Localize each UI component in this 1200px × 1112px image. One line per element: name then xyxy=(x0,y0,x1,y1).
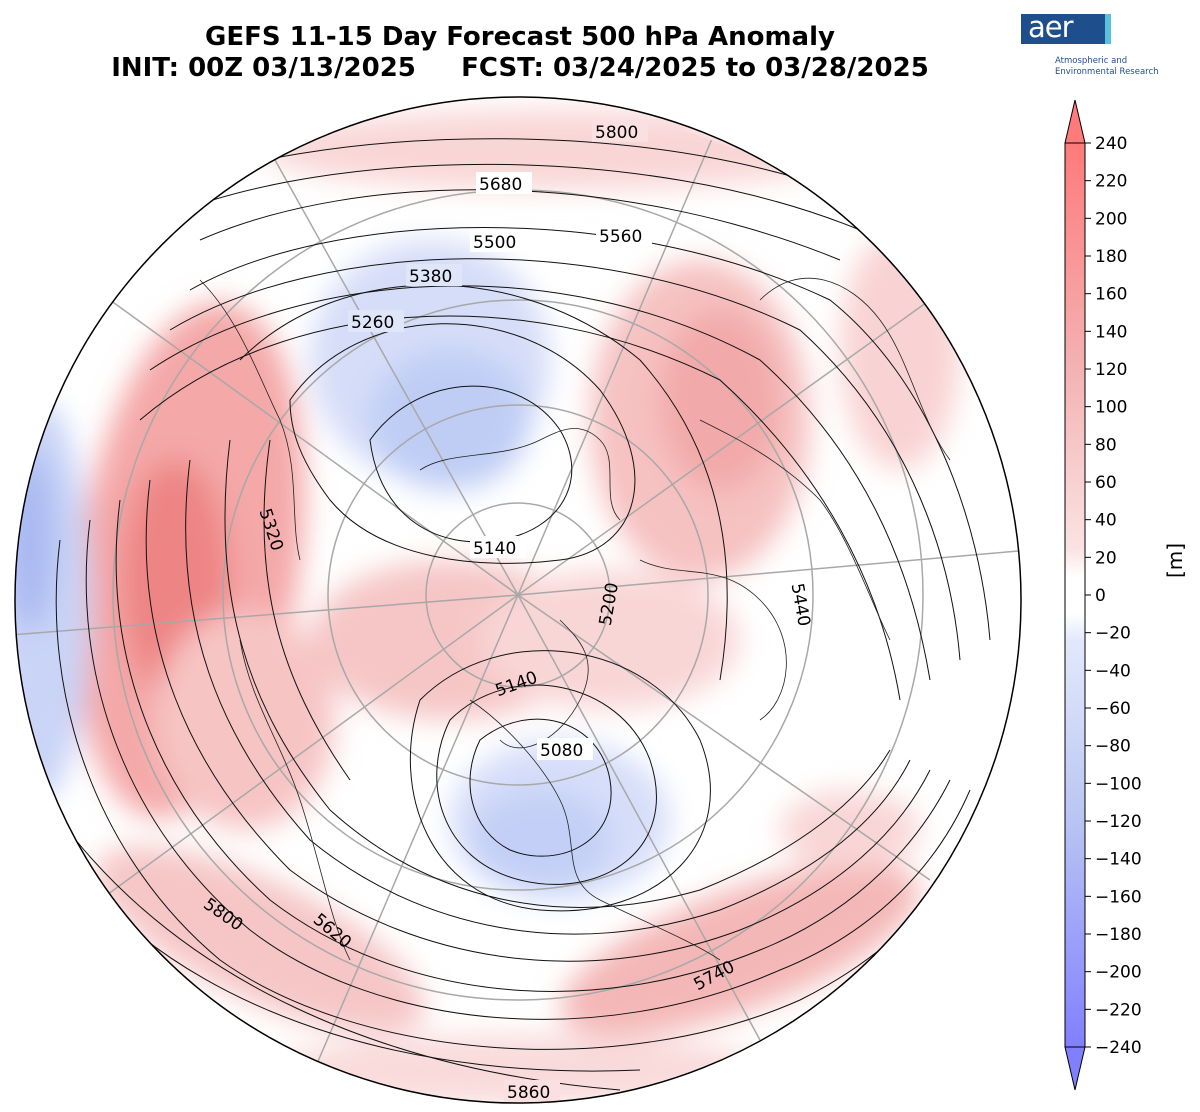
colorbar-tick-label: −100 xyxy=(1095,774,1142,794)
aer-logo: aer Atmospheric and Environmental Resear… xyxy=(1021,10,1171,84)
colorbar-tick-label: 80 xyxy=(1095,435,1117,455)
colorbar-tick-label: 20 xyxy=(1095,548,1117,568)
map-title: GEFS 11-15 Day Forecast 500 hPa Anomaly … xyxy=(0,22,1040,84)
graticule xyxy=(15,119,1021,1081)
aer-logo-mark: aer xyxy=(1021,10,1111,44)
colorbar-tick-label: 140 xyxy=(1095,322,1127,342)
contour-label: 5080 xyxy=(540,741,583,761)
colorbar-tick-label: −120 xyxy=(1095,812,1142,832)
colorbar-unit: [m] xyxy=(1163,542,1187,578)
contour-label: 5680 xyxy=(479,175,522,195)
colorbar-tick-label: 100 xyxy=(1095,398,1127,418)
contour-label: 5500 xyxy=(473,233,516,253)
contour-label: 5560 xyxy=(599,227,642,247)
colorbar-tick-label: 240 xyxy=(1095,134,1127,154)
logo-line-1: Atmospheric and xyxy=(1055,56,1128,66)
contour-label: 5380 xyxy=(409,267,452,287)
map-boundary xyxy=(14,96,1022,1104)
colorbar-tick-label: 200 xyxy=(1095,209,1127,229)
contour-label: 5860 xyxy=(507,1083,550,1103)
colorbar-tick-label: 120 xyxy=(1095,360,1127,380)
colorbar-tick-label: −60 xyxy=(1095,699,1131,719)
colorbar-tick-label: −20 xyxy=(1095,624,1131,644)
colorbar-tick-label: −240 xyxy=(1095,1038,1142,1058)
height-contours xyxy=(55,138,991,1091)
colorbar-tick-label: 160 xyxy=(1095,285,1127,305)
colorbar-tick-label: −180 xyxy=(1095,925,1142,945)
colorbar-tick-label: −140 xyxy=(1095,850,1142,870)
colorbar-tick-label: 60 xyxy=(1095,473,1117,493)
colorbar-tick-label: −160 xyxy=(1095,887,1142,907)
coastlines xyxy=(199,277,951,961)
colorbar: 240220200180160140120100806040200−20−40−… xyxy=(1064,99,1142,1091)
colorbar-tick-label: 180 xyxy=(1095,247,1127,267)
polar-map: 5800 5860 5680 5560 5500 5380 5260 5320 … xyxy=(14,96,1022,1104)
contour-label: 5140 xyxy=(473,539,516,559)
contour-label: 5800 xyxy=(595,123,638,143)
title-line-1: GEFS 11-15 Day Forecast 500 hPa Anomaly xyxy=(205,22,835,52)
colorbar-tick-label: 40 xyxy=(1095,511,1117,531)
colorbar-tick-label: −40 xyxy=(1095,661,1131,681)
logo-line-2: Environmental Research xyxy=(1055,67,1159,77)
colorbar-tick-label: −200 xyxy=(1095,963,1142,983)
contour-label: 5260 xyxy=(351,313,394,333)
colorbar-tick-label: −220 xyxy=(1095,1000,1142,1020)
colorbar-tick-label: 0 xyxy=(1095,586,1106,606)
colorbar-tick-label: −80 xyxy=(1095,737,1131,757)
title-line-2: INIT: 00Z 03/13/2025 FCST: 03/24/2025 to… xyxy=(111,53,929,83)
colorbar-tick-label: 220 xyxy=(1095,172,1127,192)
